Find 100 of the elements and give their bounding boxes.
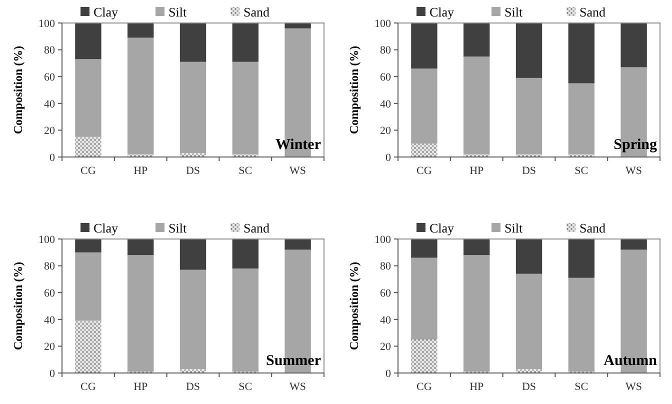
x-tick-label: DS <box>522 165 536 177</box>
annotation: Summer <box>266 353 322 369</box>
annotation: Spring <box>614 137 658 153</box>
y-tick-label: 80 <box>44 44 56 57</box>
y-axis-title: Composition (%) <box>11 46 25 134</box>
x-tick-label: HP <box>134 165 148 177</box>
legend-label: Sand <box>244 220 270 236</box>
bar <box>75 59 102 137</box>
y-axis-title: Composition (%) <box>347 262 361 350</box>
bar <box>128 255 154 372</box>
x-tick-label: CG <box>80 381 96 393</box>
bar <box>464 56 490 154</box>
x-tick-label: WS <box>290 165 306 177</box>
bar <box>75 320 102 373</box>
y-tick-label: 0 <box>386 152 392 164</box>
x-tick-label: HP <box>470 381 484 393</box>
y-tick-label: 20 <box>380 125 392 138</box>
x-tick-label: CG <box>416 381 432 393</box>
y-tick-label: 80 <box>44 260 56 273</box>
bar <box>568 23 594 84</box>
y-tick-label: 100 <box>38 18 56 30</box>
bar <box>75 136 102 157</box>
bar <box>464 239 490 256</box>
y-tick-label: 20 <box>44 341 56 354</box>
y-tick-label: 60 <box>380 287 392 300</box>
y-tick-label: 0 <box>50 152 56 164</box>
x-tick-label: HP <box>470 165 484 177</box>
y-tick-label: 80 <box>380 44 392 57</box>
bar <box>568 83 594 154</box>
x-tick-label: CG <box>416 165 432 177</box>
y-tick-label: 100 <box>374 18 392 30</box>
bar <box>516 274 542 369</box>
x-tick-label: SC <box>238 165 252 177</box>
bar <box>180 270 206 369</box>
bar <box>464 23 490 56</box>
y-tick-label: 40 <box>380 314 392 326</box>
legend-label: Silt <box>504 4 523 20</box>
legend-label: Clay <box>430 4 455 20</box>
y-axis-title: Composition (%) <box>347 46 361 134</box>
legend-label: Silt <box>168 220 187 236</box>
y-tick-label: 40 <box>44 98 56 110</box>
bar <box>75 252 102 321</box>
y-tick-label: 60 <box>44 287 56 300</box>
x-tick-label: DS <box>186 165 200 177</box>
bar <box>128 23 154 38</box>
legend-label: Clay <box>94 220 119 236</box>
y-tick-label: 100 <box>374 234 392 246</box>
bar <box>284 23 311 28</box>
x-tick-label: SC <box>574 165 588 177</box>
x-tick-label: SC <box>238 381 252 393</box>
bar <box>411 144 438 157</box>
bar <box>128 38 154 154</box>
y-tick-label: 100 <box>38 234 56 246</box>
legend-label: Sand <box>580 220 606 236</box>
y-tick-label: 0 <box>50 368 56 380</box>
bar <box>232 239 258 268</box>
legend-label: Sand <box>244 4 270 20</box>
legend-label: Clay <box>430 220 455 236</box>
bar <box>411 239 438 258</box>
y-tick-label: 20 <box>380 341 392 354</box>
bar <box>516 239 542 274</box>
legend-label: Sand <box>580 4 606 20</box>
y-tick-label: 20 <box>44 125 56 138</box>
legend-label: Clay <box>94 4 119 20</box>
bar <box>411 258 438 340</box>
bar <box>232 62 258 154</box>
bar <box>75 239 102 252</box>
x-tick-label: HP <box>134 381 148 393</box>
x-tick-label: DS <box>522 381 536 393</box>
y-tick-label: 0 <box>386 368 392 380</box>
annotation: Winter <box>275 137 322 153</box>
bar <box>232 268 258 372</box>
x-tick-label: DS <box>186 381 200 393</box>
y-tick-label: 80 <box>380 260 392 273</box>
x-tick-label: WS <box>626 165 642 177</box>
bar <box>232 23 258 62</box>
bar <box>180 62 206 153</box>
annotation: Autumn <box>604 353 658 369</box>
x-tick-label: CG <box>80 165 96 177</box>
bar <box>411 68 438 144</box>
bar <box>180 23 206 62</box>
legend-label: Silt <box>504 220 523 236</box>
x-tick-label: WS <box>626 381 642 393</box>
bar <box>411 340 438 373</box>
bar <box>464 255 490 372</box>
legend-label: Silt <box>168 4 187 20</box>
y-tick-label: 60 <box>380 71 392 84</box>
bar <box>568 239 594 278</box>
bar <box>620 23 647 68</box>
bar <box>128 239 154 256</box>
bar <box>568 278 594 372</box>
bar <box>620 239 647 250</box>
bar <box>284 239 311 250</box>
x-tick-label: WS <box>290 381 306 393</box>
y-tick-label: 40 <box>380 98 392 110</box>
y-tick-label: 60 <box>44 71 56 84</box>
bar <box>516 78 542 154</box>
bar <box>411 23 438 69</box>
y-tick-label: 40 <box>44 314 56 326</box>
bar <box>180 239 206 270</box>
